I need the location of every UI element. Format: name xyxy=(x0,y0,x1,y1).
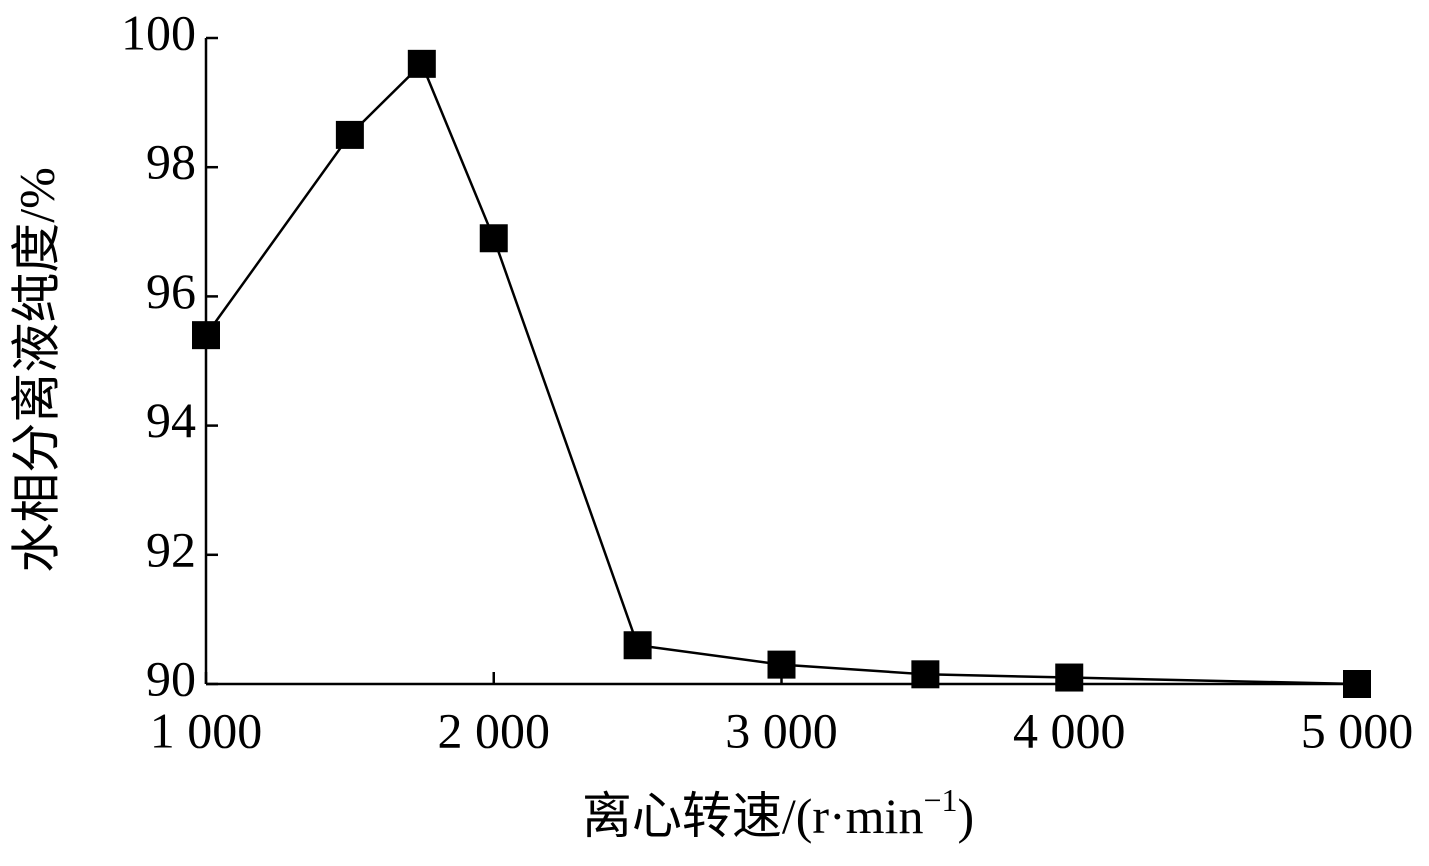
data-point xyxy=(1343,670,1371,698)
series-line xyxy=(204,61,1358,686)
x-label-sup: −1 xyxy=(923,782,957,818)
data-point xyxy=(335,120,364,149)
y-tick-label: 94 xyxy=(146,392,196,448)
x-tick-label: 1 000 xyxy=(150,702,263,758)
x-tick-label: 3 000 xyxy=(725,702,838,758)
x-tick-label: 4 000 xyxy=(1013,702,1126,758)
x-tick-label: 2 000 xyxy=(438,702,551,758)
x-tick-label: 5 000 xyxy=(1301,702,1414,758)
data-point xyxy=(767,650,796,679)
y-tick-label: 90 xyxy=(146,650,196,706)
y-tick-label: 98 xyxy=(146,134,196,190)
y-tick-label: 100 xyxy=(121,4,196,60)
data-point xyxy=(192,321,220,350)
y-axis-label: 水相分离液纯度/% xyxy=(8,167,64,573)
x-label-text: 离心转速/(r·min xyxy=(582,788,924,844)
data-point xyxy=(911,660,940,689)
y-tick-label: 92 xyxy=(146,521,196,577)
data-point xyxy=(623,631,652,660)
data-point xyxy=(479,224,508,253)
x-label-close: ) xyxy=(958,788,975,844)
data-point xyxy=(1055,663,1084,692)
data-point xyxy=(407,49,436,78)
x-axis-label: 离心转速/(r·min−1) xyxy=(582,782,974,844)
y-tick-label: 96 xyxy=(146,263,196,319)
